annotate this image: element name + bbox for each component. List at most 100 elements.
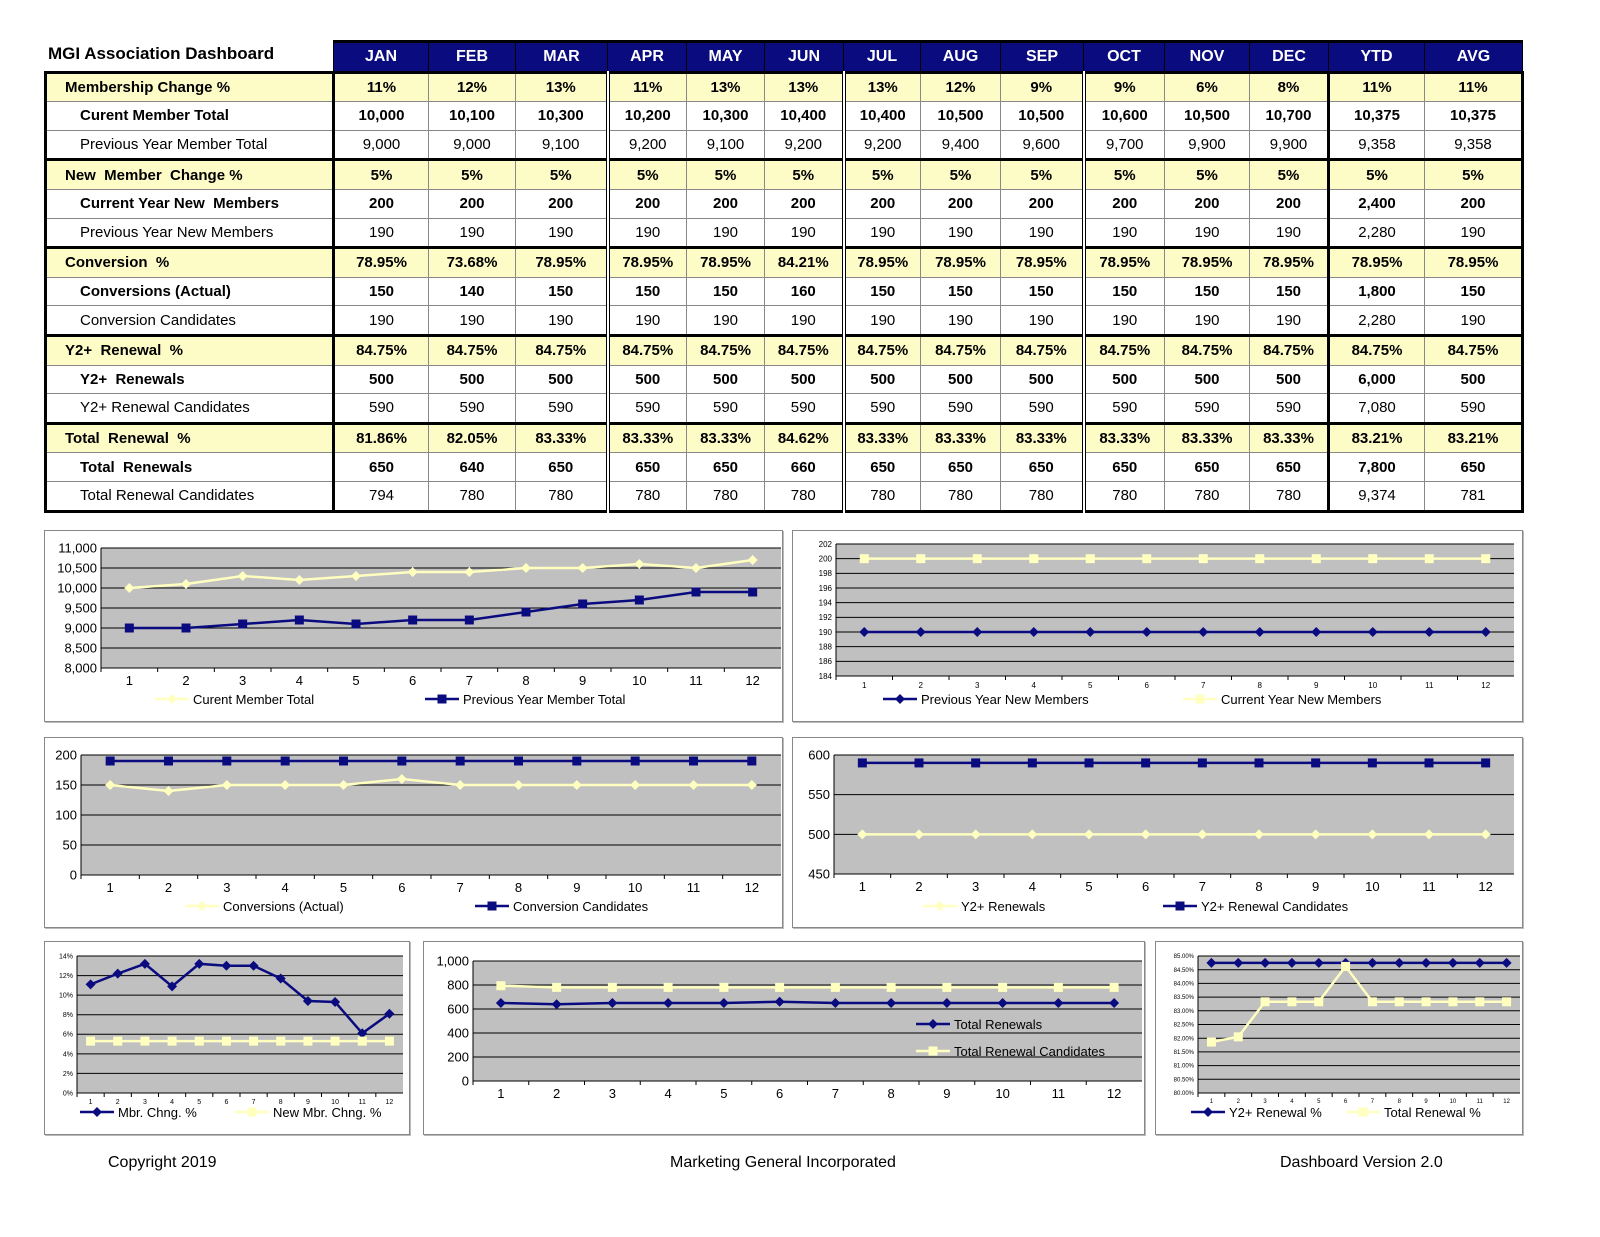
row-label: Previous Year New Members — [44, 217, 334, 249]
data-point — [634, 559, 645, 569]
x-tick-label: 11 — [1422, 879, 1436, 894]
x-tick-label: 2 — [182, 673, 189, 688]
plot-area — [77, 956, 403, 1093]
y-tick-label: 184 — [819, 672, 833, 681]
cell-nov: 590 — [1164, 393, 1250, 424]
legend-marker — [487, 901, 497, 911]
x-tick-label: 1 — [126, 673, 133, 688]
cell-dec: 190 — [1249, 217, 1329, 249]
data-point — [1481, 554, 1491, 564]
data-point — [105, 780, 116, 790]
table-row: Y2+ Renewal % 84.75% 84.75% 84.75% 84.75% 84.… — [44, 333, 1524, 366]
series-line — [500, 984, 1115, 989]
data-point — [181, 623, 191, 633]
cell-nov: 6% — [1164, 70, 1250, 103]
x-tick-label: 9 — [943, 1086, 950, 1101]
table-row: Y2+ Renewals 500 500 500 500 500 500 500 500 500 5… — [44, 364, 1524, 395]
data-point — [1254, 627, 1265, 637]
cell-may: 500 — [686, 364, 765, 395]
cell-ytd: 2,400 — [1327, 188, 1425, 219]
cell-sep: 200 — [1000, 188, 1084, 219]
data-point — [551, 999, 562, 1010]
cell-dec: 650 — [1249, 452, 1329, 482]
cell-mar: 190 — [515, 217, 608, 249]
cell-mar: 190 — [515, 305, 608, 336]
cell-mar: 500 — [515, 364, 608, 395]
data-point — [1206, 957, 1217, 968]
cell-jan: 9,000 — [332, 129, 429, 161]
y-tick-label: 14% — [59, 953, 73, 960]
y-tick-label: 400 — [447, 1026, 469, 1041]
y-tick-label: 10% — [59, 993, 73, 1000]
cell-avg: 83.21% — [1424, 421, 1524, 454]
cell-mar: 780 — [515, 480, 608, 513]
dashboard-title: MGI Association Dashboard — [48, 44, 275, 63]
data-point — [249, 1036, 259, 1046]
y-tick-label: 11,000 — [58, 541, 97, 556]
y-tick-label: 10,000 — [57, 581, 97, 596]
cell-jan: 11% — [332, 70, 429, 103]
x-tick-label: 9 — [1424, 1099, 1428, 1105]
legend-entry: Conversions (Actual) — [185, 899, 344, 914]
y-tick-label: 0 — [462, 1074, 469, 1089]
data-point — [634, 595, 644, 605]
data-point — [351, 571, 361, 581]
cell-jun: 5% — [764, 158, 844, 190]
data-point — [330, 1036, 340, 1046]
cell-aug: 12% — [920, 70, 1001, 103]
x-tick-label: 2 — [919, 681, 924, 690]
y-tick-label: 83.50% — [1174, 995, 1195, 1001]
data-point — [1311, 758, 1321, 768]
cell-jun: 10,400 — [764, 101, 844, 131]
legend-marker — [928, 1019, 938, 1029]
cell-apr: 10,200 — [605, 101, 687, 131]
line-chart-7: 80.00% 80.50% 81.00% 81.50% 82.00% 82.50% 83.0… — [1155, 941, 1523, 1135]
cell-feb: 12% — [428, 70, 516, 103]
cell-nov: 500 — [1164, 364, 1250, 395]
data-point — [1481, 758, 1491, 768]
cell-mar: 650 — [515, 452, 608, 482]
data-point — [1141, 627, 1152, 637]
x-tick-label: 1 — [859, 879, 866, 894]
series-0 — [105, 774, 757, 796]
data-point — [1367, 758, 1377, 768]
cell-dec: 590 — [1249, 393, 1329, 424]
cell-avg: 78.95% — [1424, 246, 1524, 278]
cell-apr: 190 — [605, 305, 687, 336]
y-tick-label: 85.00% — [1174, 954, 1195, 960]
data-point — [396, 774, 407, 784]
y-tick-label: 150 — [55, 778, 77, 793]
cell-may: 84.75% — [686, 333, 765, 366]
x-tick-label: 3 — [239, 673, 246, 688]
y-tick-label: 200 — [447, 1050, 469, 1065]
plot-area — [836, 544, 1514, 676]
series-1 — [124, 587, 758, 633]
y-tick-label: 8,500 — [64, 641, 97, 656]
cell-may: 9,100 — [686, 129, 765, 161]
table-row: Current Year New Members 200 200 200 200 200 2… — [44, 188, 1524, 219]
cell-avg: 190 — [1424, 217, 1524, 249]
cell-jun: 13% — [764, 70, 844, 103]
legend-entry: Total Renewal Candidates — [916, 1044, 1106, 1059]
y-tick-label: 83.00% — [1174, 1009, 1195, 1015]
legend-label: Previous Year Member Total — [463, 692, 625, 707]
cell-may: 650 — [686, 452, 765, 482]
x-tick-label: 6 — [1145, 681, 1150, 690]
cell-oct: 150 — [1081, 276, 1165, 307]
cell-jul: 83.33% — [841, 421, 921, 454]
y-tick-label: 550 — [808, 787, 830, 802]
row-label: Membership Change % — [44, 70, 334, 103]
cell-feb: 5% — [428, 158, 516, 190]
cell-feb: 140 — [428, 276, 516, 307]
x-tick-label: 11 — [359, 1099, 366, 1106]
x-tick-label: 3 — [223, 880, 230, 895]
cell-mar: 9,100 — [515, 129, 608, 161]
data-point — [514, 756, 523, 766]
y-tick-label: 200 — [819, 554, 833, 563]
table-row: Total Renewals 650 640 650 650 650 660 650 650 65… — [44, 452, 1524, 482]
data-point — [1480, 829, 1491, 840]
x-tick-label: 12 — [1481, 681, 1490, 690]
data-point — [1421, 997, 1431, 1007]
y-tick-label: 82.00% — [1174, 1036, 1195, 1042]
cell-apr: 11% — [605, 70, 687, 103]
